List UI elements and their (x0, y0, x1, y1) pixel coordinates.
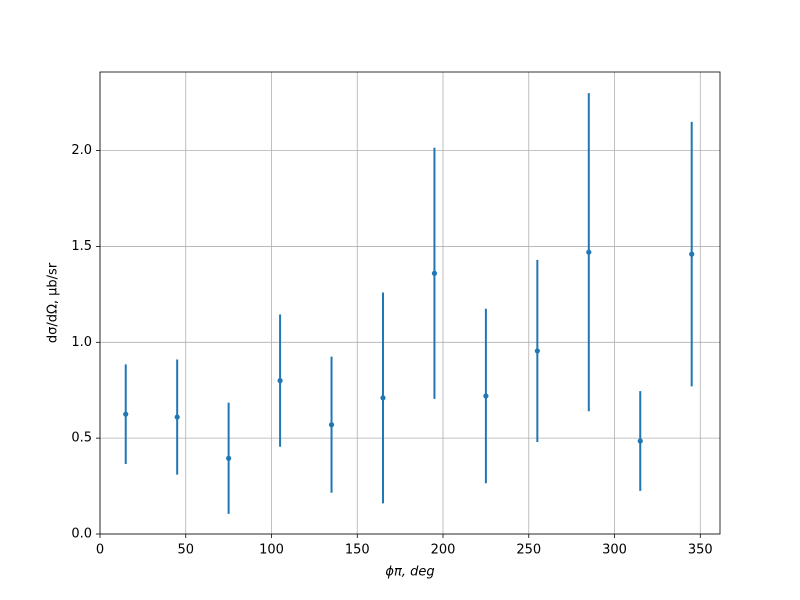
data-point (226, 455, 232, 461)
x-tick-label: 200 (431, 543, 456, 558)
x-tick-label: 300 (602, 543, 627, 558)
data-point (277, 378, 283, 384)
x-tick-label: 350 (688, 543, 713, 558)
data-point (637, 438, 643, 444)
data-point (534, 348, 540, 354)
y-tick-label: 1.0 (71, 335, 92, 350)
data-point (431, 270, 438, 276)
data-point (380, 395, 386, 401)
data-point (586, 249, 592, 255)
x-axis-label: ϕπ, deg (385, 565, 434, 580)
data-point (328, 422, 335, 428)
data-point (689, 251, 695, 257)
y-tick-label: 2.0 (71, 143, 92, 158)
y-tick-label: 0.5 (71, 431, 92, 446)
x-tick-label: 0 (96, 543, 104, 558)
data-point (174, 414, 180, 420)
plot-frame (99, 71, 721, 535)
x-tick-label: 250 (516, 543, 541, 558)
y-tick-label: 0.0 (71, 527, 92, 542)
y-tick-label: 1.5 (71, 239, 92, 254)
x-tick-label: 100 (259, 543, 284, 558)
x-tick-label: 50 (177, 543, 194, 558)
data-point (123, 411, 129, 417)
x-tick-label: 150 (345, 543, 370, 558)
y-axis-label: dσ/dΩ, μb/sr (46, 262, 61, 343)
data-point (483, 393, 489, 399)
